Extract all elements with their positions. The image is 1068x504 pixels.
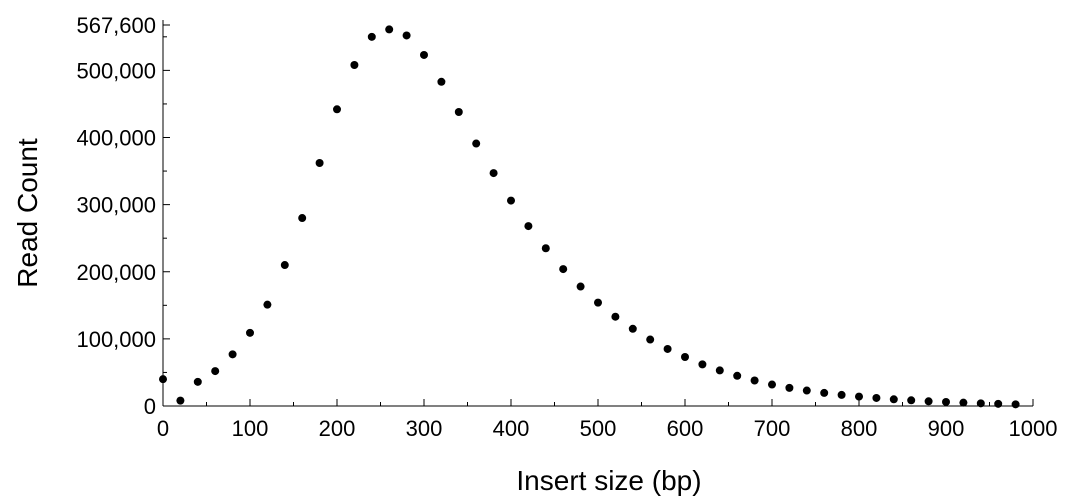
x-tick-label: 1000 bbox=[1009, 416, 1058, 441]
data-point bbox=[594, 298, 602, 307]
data-point bbox=[193, 377, 202, 386]
data-point bbox=[315, 159, 324, 168]
y-tick-label: 200,000 bbox=[76, 260, 156, 285]
data-point bbox=[263, 300, 272, 309]
data-point bbox=[715, 366, 724, 375]
data-point bbox=[159, 375, 167, 384]
x-tick-label: 300 bbox=[406, 416, 443, 441]
data-point bbox=[228, 350, 237, 359]
data-point bbox=[698, 360, 707, 369]
x-tick-label: 0 bbox=[157, 416, 169, 441]
y-tick-label: 300,000 bbox=[76, 193, 156, 218]
data-point bbox=[420, 50, 428, 59]
data-point bbox=[211, 367, 220, 376]
y-axis-title: Read Count bbox=[12, 138, 43, 288]
data-point bbox=[872, 393, 881, 402]
data-point bbox=[889, 395, 898, 404]
data-point bbox=[576, 282, 585, 291]
data-point bbox=[1011, 400, 1020, 409]
y-axis: 0 100,000 200,000 300,000 400,000 500,000 567,… bbox=[76, 13, 170, 419]
data-point bbox=[646, 335, 655, 344]
x-tick-label: 200 bbox=[319, 416, 356, 441]
data-point bbox=[507, 196, 515, 205]
y-tick-label: 100,000 bbox=[76, 327, 156, 352]
data-point bbox=[176, 396, 185, 405]
x-tick-label: 800 bbox=[841, 416, 878, 441]
y-axis-ticks: 0 100,000 200,000 300,000 400,000 500,000 567,… bbox=[76, 13, 170, 419]
data-point bbox=[855, 392, 863, 401]
data-point bbox=[246, 328, 254, 337]
data-point bbox=[524, 222, 533, 231]
data-point bbox=[350, 61, 359, 70]
data-point bbox=[924, 397, 933, 406]
data-point bbox=[733, 371, 742, 380]
data-point bbox=[768, 380, 776, 389]
data-point bbox=[785, 383, 794, 392]
data-point bbox=[437, 77, 446, 86]
x-tick-label: 600 bbox=[667, 416, 704, 441]
data-point bbox=[976, 399, 985, 408]
data-point bbox=[454, 107, 463, 116]
data-point bbox=[750, 376, 759, 385]
data-point bbox=[541, 244, 550, 253]
data-point bbox=[837, 390, 846, 399]
data-point bbox=[280, 261, 289, 270]
x-axis-title: Insert size (bp) bbox=[516, 465, 701, 496]
data-point bbox=[611, 312, 620, 321]
x-tick-label: 900 bbox=[928, 416, 965, 441]
data-point bbox=[802, 386, 811, 395]
data-point bbox=[472, 139, 481, 148]
data-point bbox=[333, 105, 341, 114]
data-point bbox=[367, 32, 376, 41]
data-point bbox=[907, 396, 916, 405]
data-point bbox=[385, 25, 394, 34]
x-axis-ticks: 0 100 200 300 400 500 600 700 800 900 1000 bbox=[157, 399, 1058, 441]
data-point bbox=[628, 324, 637, 333]
x-tick-label: 500 bbox=[580, 416, 617, 441]
data-point bbox=[942, 397, 950, 406]
data-point bbox=[402, 31, 411, 40]
x-tick-label: 100 bbox=[232, 416, 269, 441]
y-tick-label: 400,000 bbox=[76, 126, 156, 151]
y-tick-label: 567,600 bbox=[76, 13, 156, 38]
data-point bbox=[820, 388, 829, 397]
data-point bbox=[663, 344, 672, 353]
y-tick-label: 500,000 bbox=[76, 58, 156, 83]
data-point bbox=[298, 214, 307, 223]
data-point bbox=[559, 265, 568, 274]
data-point bbox=[681, 352, 689, 361]
x-axis: 0 100 200 300 400 500 600 700 800 900 1000 bbox=[157, 399, 1058, 441]
data-point bbox=[489, 169, 498, 178]
data-points bbox=[159, 25, 1020, 409]
x-tick-label: 700 bbox=[754, 416, 791, 441]
y-tick-label: 0 bbox=[144, 394, 156, 419]
x-tick-label: 400 bbox=[493, 416, 530, 441]
data-point bbox=[959, 398, 968, 407]
data-point bbox=[994, 399, 1003, 408]
